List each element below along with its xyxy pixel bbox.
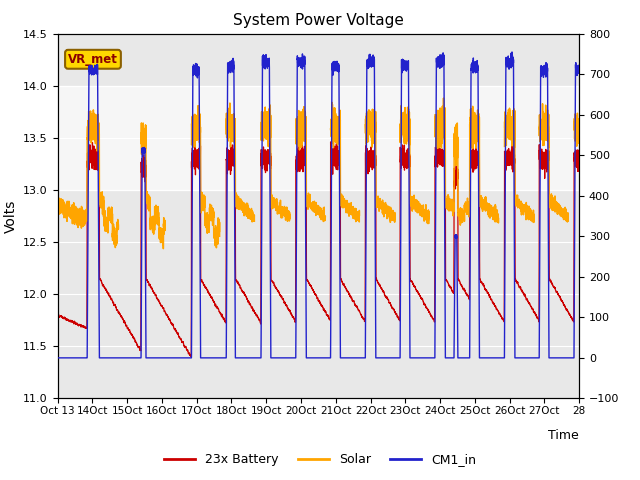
Text: VR_met: VR_met bbox=[68, 53, 118, 66]
Bar bbox=[58, 86, 579, 190]
X-axis label: Time: Time bbox=[548, 430, 579, 443]
Title: System Power Voltage: System Power Voltage bbox=[233, 13, 404, 28]
Y-axis label: Volts: Volts bbox=[4, 199, 17, 233]
Legend: 23x Battery, Solar, CM1_in: 23x Battery, Solar, CM1_in bbox=[159, 448, 481, 471]
